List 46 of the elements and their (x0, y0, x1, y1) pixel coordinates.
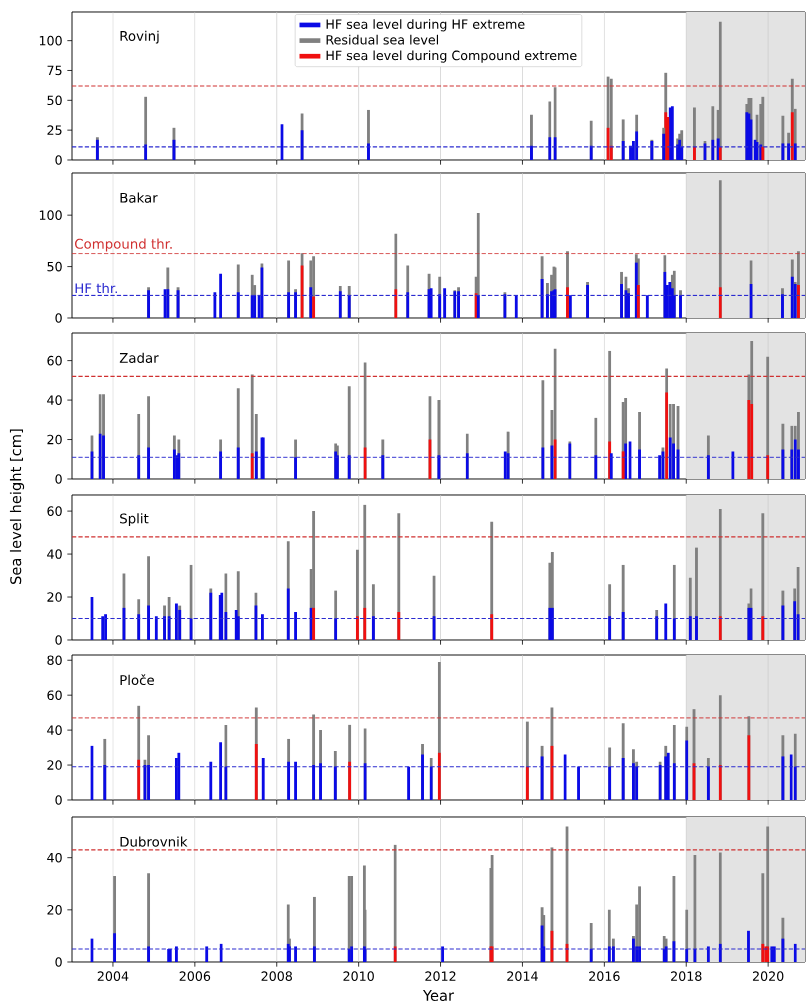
y-tick-label: 50 (47, 95, 62, 106)
y-tick-label: 40 (47, 395, 62, 405)
y-tick-label: 0 (55, 957, 62, 967)
x-tick-label: 2014 (507, 971, 538, 981)
y-tick-label: 75 (47, 65, 62, 76)
y-tick-label: 25 (47, 125, 62, 135)
ref-line-label: HF thr. (75, 282, 117, 294)
y-tick-label: 20 (47, 760, 62, 770)
annotation: Zadar (119, 352, 159, 363)
y-tick-label: 0 (55, 635, 62, 645)
x-tick-label: 2006 (179, 971, 211, 981)
y-tick-label: 100 (39, 210, 62, 220)
y-axis-title: Sea level height [cm] (9, 429, 25, 584)
y-tick-label: 40 (47, 852, 62, 863)
x-tick-label: 2010 (343, 971, 374, 981)
y-tick-label: 80 (47, 655, 62, 666)
annotation: Ploče (120, 674, 154, 686)
y-tick-label: 60 (47, 506, 62, 516)
y-tick-label: 20 (47, 592, 62, 602)
ref-line-label: Compound thr. (75, 238, 172, 252)
y-tick-label: 60 (47, 690, 62, 700)
y-tick-label: 0 (55, 474, 62, 484)
y-tick-label: 0 (55, 155, 62, 165)
y-tick-label: 0 (55, 313, 62, 323)
y-tick-label: 40 (47, 549, 62, 559)
y-tick-label: 60 (47, 355, 62, 366)
annotation: Dubrovnik (120, 836, 188, 847)
legend-label: HF sea level during HF extreme (326, 19, 525, 32)
y-tick-label: 20 (47, 434, 62, 445)
legend-label: HF sea level during Compound extreme (326, 50, 577, 63)
y-tick-label: 0 (55, 795, 62, 805)
x-tick-label: 2016 (589, 971, 620, 981)
y-tick-label: 40 (47, 725, 62, 735)
y-tick-label: 50 (47, 261, 62, 272)
annotation: Split (120, 513, 149, 527)
annotation: Bakar (120, 192, 158, 203)
annotation: Rovinj (120, 30, 159, 44)
x-tick-label: 2004 (97, 971, 129, 981)
y-tick-label: 100 (39, 35, 62, 46)
x-tick-label: 2018 (671, 971, 702, 981)
x-axis-title: Year (422, 990, 455, 1002)
y-tick-label: 20 (47, 905, 62, 915)
x-tick-label: 2012 (425, 971, 456, 981)
x-tick-label: 2008 (261, 971, 292, 981)
legend-label: Residual sea level (326, 34, 439, 45)
x-tick-label: 2020 (752, 971, 784, 981)
